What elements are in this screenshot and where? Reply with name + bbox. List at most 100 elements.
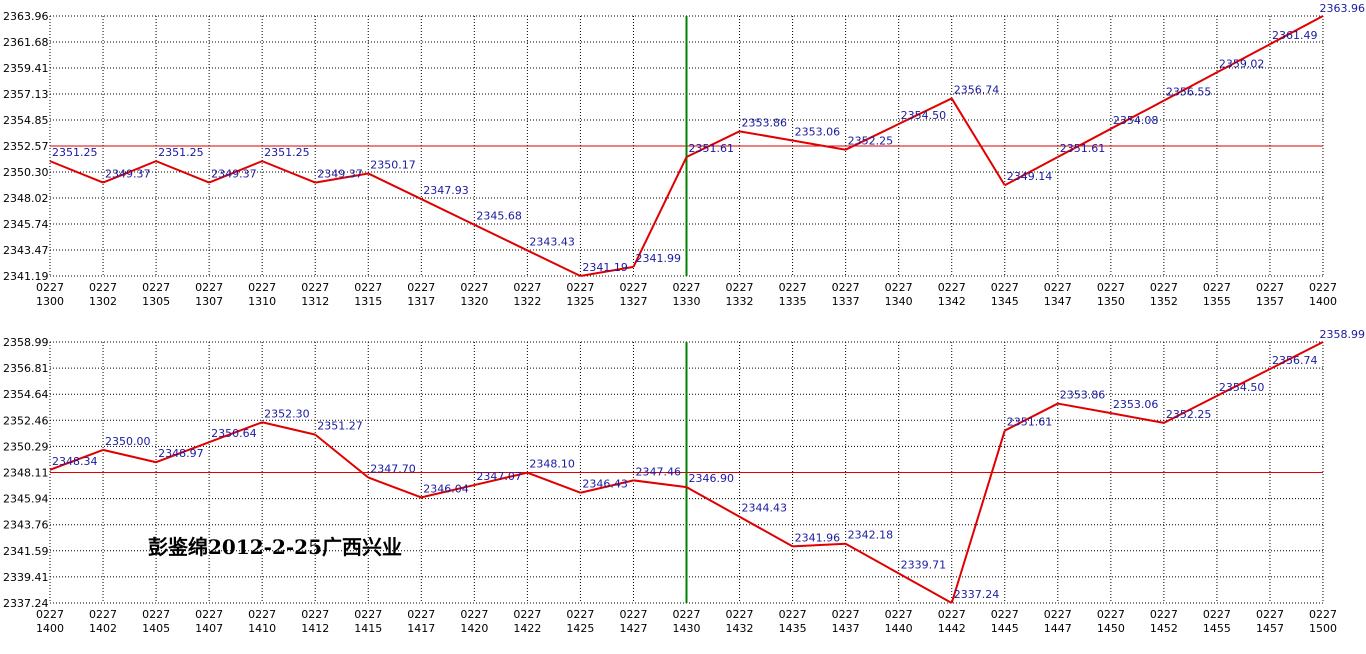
data-label: 2353.86 xyxy=(1060,389,1106,402)
series-segment xyxy=(314,433,369,479)
x-tick-label-time: 1340 xyxy=(885,295,913,308)
series-segment xyxy=(1163,71,1218,102)
x-tick-label-date: 0227 xyxy=(354,608,382,621)
x-tick-label-date: 0227 xyxy=(938,281,966,294)
series-segment xyxy=(315,172,369,184)
y-tick-label: 2345.74 xyxy=(3,218,49,231)
data-label: 2351.61 xyxy=(689,142,735,155)
x-tick-label-time: 1420 xyxy=(460,622,488,635)
series-segment xyxy=(1269,15,1324,46)
series-segment xyxy=(1110,412,1165,424)
series-segment xyxy=(102,448,157,464)
data-label: 2356.74 xyxy=(954,83,1000,96)
x-tick-label-date: 0227 xyxy=(938,608,966,621)
x-tick-label-time: 1350 xyxy=(1097,295,1125,308)
y-tick-label: 2358.99 xyxy=(3,336,49,349)
series-segment xyxy=(580,479,634,494)
x-tick-label-date: 0227 xyxy=(1309,281,1337,294)
x-tick-label-time: 1440 xyxy=(885,622,913,635)
series-segment xyxy=(526,249,581,277)
x-tick-label-time: 1325 xyxy=(566,295,594,308)
y-tick-label: 2357.13 xyxy=(3,88,49,101)
x-tick-label-time: 1457 xyxy=(1256,622,1284,635)
x-tick-label-time: 1432 xyxy=(726,622,754,635)
series-segment xyxy=(739,515,794,548)
data-label: 2359.02 xyxy=(1219,57,1265,70)
data-label: 2341.19 xyxy=(582,261,628,274)
data-label: 2351.25 xyxy=(264,146,310,159)
y-tick-label: 2361.68 xyxy=(3,36,49,49)
x-tick-label-date: 0227 xyxy=(195,608,223,621)
x-tick-label-date: 0227 xyxy=(673,281,701,294)
x-tick-label-date: 0227 xyxy=(89,608,117,621)
y-tick-label: 2350.30 xyxy=(3,166,49,179)
series-segment xyxy=(1057,127,1112,158)
series-segment xyxy=(102,160,157,184)
series-segment xyxy=(49,160,104,184)
series-segment xyxy=(367,172,422,200)
x-tick-label-time: 1357 xyxy=(1256,295,1284,308)
data-label: 2347.93 xyxy=(423,184,469,197)
y-tick-label: 2343.47 xyxy=(3,244,49,257)
data-label: 2350.64 xyxy=(211,427,257,440)
data-label: 2351.27 xyxy=(317,420,363,433)
x-tick-label-date: 0227 xyxy=(1044,281,1072,294)
data-label: 2345.68 xyxy=(476,210,522,223)
x-tick-label-date: 0227 xyxy=(513,281,541,294)
data-label: 2354.50 xyxy=(1219,381,1265,394)
chart-panel-bottom: 2358.992356.812354.642352.462350.292348.… xyxy=(3,328,1365,635)
series-segment xyxy=(686,130,740,158)
data-label: 2351.61 xyxy=(1007,416,1053,429)
series-segment xyxy=(580,265,634,277)
x-tick-label-time: 1342 xyxy=(938,295,966,308)
y-tick-label: 2352.57 xyxy=(3,140,49,153)
data-label: 2356.55 xyxy=(1166,86,1212,99)
series-segment xyxy=(1110,99,1165,130)
y-tick-label: 2354.64 xyxy=(3,388,49,401)
x-tick-label-time: 1437 xyxy=(832,622,860,635)
data-label: 2356.74 xyxy=(1272,354,1318,367)
x-tick-label-date: 0227 xyxy=(89,281,117,294)
data-label: 2343.43 xyxy=(529,235,575,248)
y-tick-label: 2337.24 xyxy=(3,597,49,610)
series-segment xyxy=(632,156,688,268)
data-label: 2349.14 xyxy=(1007,170,1053,183)
series-segment xyxy=(155,160,210,184)
x-tick-label-date: 0227 xyxy=(726,608,754,621)
series-segment xyxy=(845,542,900,575)
data-label: 2342.18 xyxy=(848,529,894,542)
x-tick-label-time: 1412 xyxy=(301,622,329,635)
x-tick-label-date: 0227 xyxy=(832,608,860,621)
x-tick-label-time: 1405 xyxy=(142,622,170,635)
data-label: 2361.49 xyxy=(1272,29,1318,42)
data-label: 2349.37 xyxy=(211,168,257,181)
x-tick-label-time: 1450 xyxy=(1097,622,1125,635)
series-segment xyxy=(950,97,1006,186)
data-label: 2347.70 xyxy=(370,462,416,475)
series-segment xyxy=(49,448,104,471)
data-label: 2351.25 xyxy=(158,146,204,159)
data-label: 2353.86 xyxy=(742,116,788,129)
series-segment xyxy=(792,139,846,151)
x-tick-label-time: 1435 xyxy=(779,622,807,635)
x-tick-label-date: 0227 xyxy=(36,608,64,621)
x-tick-label-time: 1442 xyxy=(938,622,966,635)
series-segment xyxy=(1216,43,1271,74)
x-tick-label-date: 0227 xyxy=(832,281,860,294)
series-segment xyxy=(208,160,263,184)
chart-panel-top: 2363.96 2361.68 2359.41 2357.13 2354.85 2352.… xyxy=(3,2,1365,308)
data-label: 2337.24 xyxy=(954,588,1000,601)
data-label: 2352.25 xyxy=(1166,408,1212,421)
series-segment xyxy=(261,421,316,436)
x-tick-label-time: 1445 xyxy=(991,622,1019,635)
series-segment xyxy=(1269,341,1324,370)
x-tick-label-date: 0227 xyxy=(885,608,913,621)
x-tick-label-time: 1400 xyxy=(36,622,64,635)
x-tick-label-time: 1305 xyxy=(142,295,170,308)
x-tick-label-time: 1402 xyxy=(89,622,117,635)
series-segment xyxy=(421,484,475,499)
data-label: 2341.96 xyxy=(795,531,841,544)
x-tick-label-date: 0227 xyxy=(1203,281,1231,294)
y-tick-label: 2363.96 xyxy=(3,10,49,23)
